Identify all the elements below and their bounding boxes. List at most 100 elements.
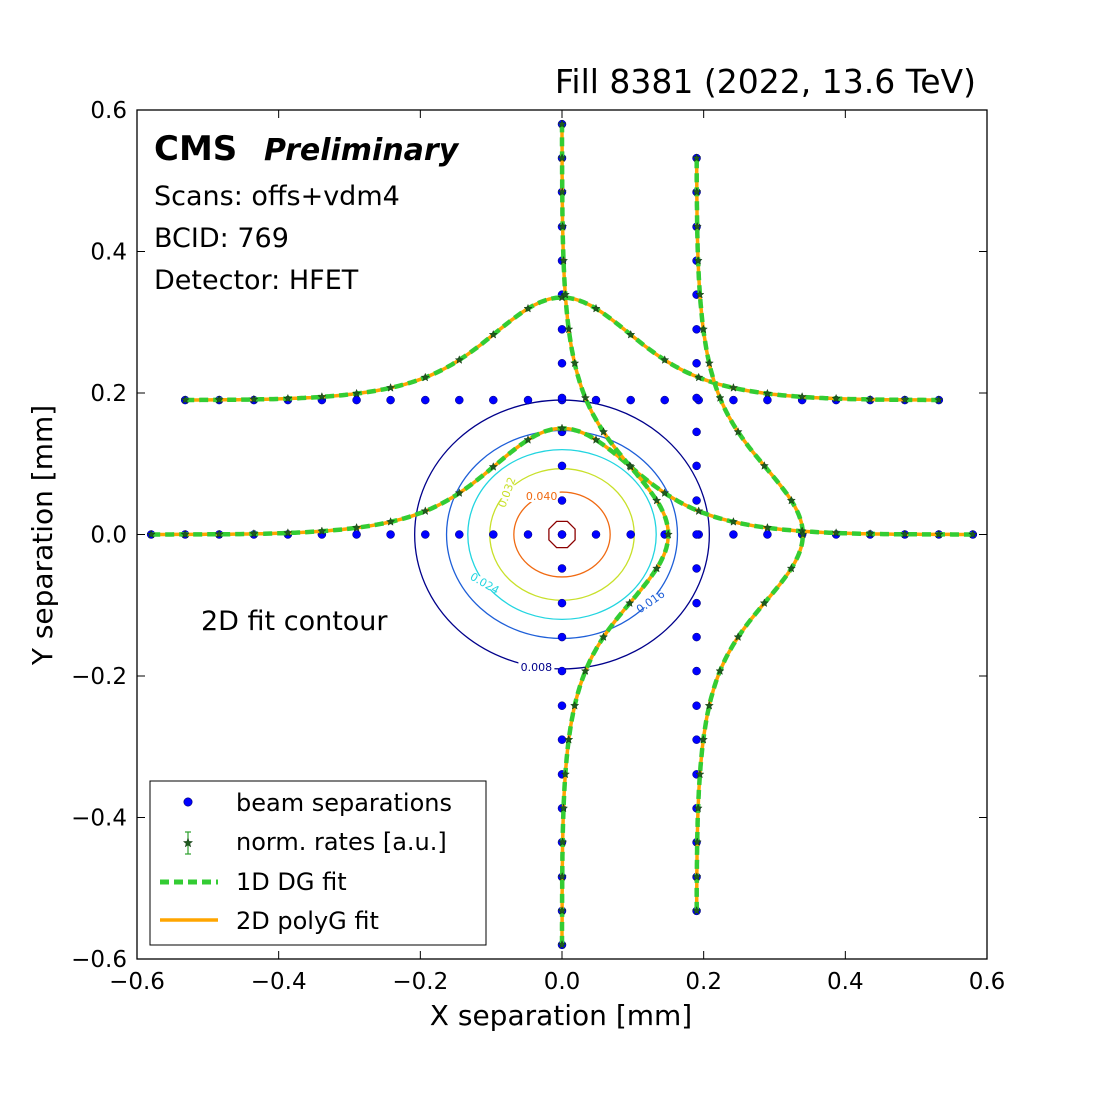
norm-rate-point (652, 563, 662, 573)
beam-separation-point (352, 530, 361, 539)
norm-rate-point (762, 388, 772, 398)
norm-rate-point (798, 529, 808, 539)
contour-0.024 (467, 448, 657, 621)
norm-rate-point (420, 372, 430, 382)
norm-rate-point (557, 119, 567, 129)
legend-label-norm-rates: norm. rates [a.u.] (236, 828, 447, 856)
legend-marker-norm-rates (182, 831, 194, 855)
norm-rate-point (831, 393, 841, 403)
detector-label: Detector: HFET (154, 265, 359, 296)
beam-separation-point (692, 735, 701, 744)
norm-rate-point (580, 666, 590, 675)
norm-rate-point (570, 700, 580, 710)
norm-rate-point (180, 395, 190, 404)
x-tick-label: 0.6 (969, 969, 1006, 995)
beam-separation-point (692, 359, 701, 368)
x-tick-label: 0.4 (827, 969, 864, 995)
beam-separation-point (692, 325, 701, 334)
norm-rate-point (559, 803, 569, 813)
beam-separation-point (557, 632, 567, 642)
norm-rate-point (693, 803, 703, 813)
beam-separation-point (692, 461, 701, 471)
norm-rate-point (557, 906, 567, 915)
norm-rate-point (660, 355, 670, 364)
norm-rate-point (420, 506, 430, 515)
norm-rate-point (968, 529, 978, 539)
beam-separation-point (692, 530, 701, 539)
norm-rate-point (694, 372, 704, 382)
beam-separation-point (763, 395, 772, 405)
norm-rate-point (692, 872, 702, 881)
legend-label-beam-separations: beam separations (236, 789, 452, 817)
norm-rate-point (715, 393, 725, 402)
norm-rate-point (692, 153, 702, 162)
norm-rate-point (557, 423, 567, 433)
legend-frame (149, 780, 487, 946)
beam-separation-point (489, 395, 498, 405)
experiment-label: CMS (154, 129, 237, 169)
beam-separation-point (557, 735, 567, 744)
beam-separation-point (591, 530, 601, 539)
contour-label-bg (518, 659, 555, 673)
beam-separation-point (386, 395, 395, 405)
norm-rate-point (564, 324, 574, 334)
y-tick-label: −0.6 (71, 947, 127, 973)
y-tick-label: 0.2 (90, 381, 127, 407)
beam-separation-point (557, 393, 567, 403)
x-tick-label: 0.2 (685, 969, 722, 995)
beam-separation-point (692, 701, 701, 710)
x-tick-label: −0.6 (109, 969, 165, 995)
status-label: Preliminary (264, 133, 460, 168)
x-axis-label: X separation [mm] (430, 999, 692, 1032)
norm-rate-point (786, 495, 796, 505)
norm-rate-point (663, 529, 673, 539)
norm-rate-point (557, 187, 567, 196)
beam-separation-point (692, 564, 701, 573)
norm-rate-point (759, 461, 769, 470)
norm-rate-point (580, 393, 590, 402)
norm-rate-point (558, 221, 568, 231)
beam-separation-point (557, 701, 567, 710)
beam-separation-point (557, 564, 567, 573)
norm-rate-point (386, 517, 396, 526)
norm-rate-point (625, 461, 635, 470)
norm-rate-point (283, 393, 293, 403)
tick-layer: −0.6 −0.4 −0.2 0.0 0.2 0.4 0.6 0.6 0.4 0.2 0.0 −0.2… (71, 98, 1005, 995)
norm-rate-point (564, 734, 574, 744)
beam-separation-point (455, 395, 464, 405)
beam-separation-point (660, 395, 669, 405)
x-tick-label: −0.2 (392, 969, 448, 995)
norm-rate-point (559, 255, 569, 265)
beam-separation-point (692, 393, 701, 403)
norm-rate-point (352, 388, 362, 398)
beam-separation-point (729, 530, 738, 539)
legend: beam separations norm. rates [a.u.] 1D D… (149, 780, 487, 946)
norm-rate-point (831, 528, 841, 537)
norm-rate-point (557, 153, 567, 162)
norm-rate-point (865, 529, 875, 538)
norm-rate-point (934, 529, 944, 539)
contour-label: 0.040 (526, 490, 558, 503)
contour-label-bg (488, 485, 525, 499)
beam-separation-point (557, 666, 567, 676)
norm-rate-point (692, 906, 702, 915)
beam-separation-point (352, 395, 361, 405)
contour-caption: 2D fit contour (201, 606, 388, 637)
beam-separation-point (557, 359, 567, 368)
norm-rate-point (180, 529, 190, 539)
beam-separation-point (421, 395, 430, 405)
y-tick-label: 0.4 (90, 240, 127, 266)
norm-rate-point (759, 598, 769, 607)
beam-separation-point (557, 325, 567, 334)
beam-separation-point (692, 427, 701, 437)
norm-rate-point (715, 666, 725, 675)
beam-separation-point (489, 530, 498, 539)
norm-rate-point (762, 523, 772, 532)
x-tick-label: 0.0 (544, 969, 581, 995)
norm-rate-point (694, 506, 704, 515)
beam-separation-point (557, 461, 567, 471)
norm-rate-point (797, 392, 807, 401)
norm-rate-point (692, 221, 702, 231)
norm-rate-point (934, 395, 944, 404)
norm-rate-point (692, 187, 702, 196)
